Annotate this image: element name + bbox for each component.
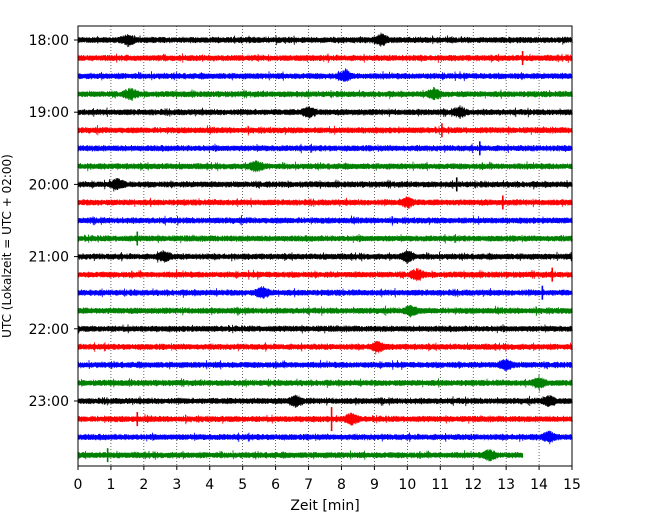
seismic-trace: [77, 304, 573, 318]
y-tick-label: 22:00: [29, 322, 69, 338]
seismic-trace: [77, 324, 573, 334]
x-tick-label: 14: [530, 477, 548, 493]
x-tick-label: 11: [431, 477, 449, 493]
seismic-trace: [77, 449, 524, 462]
x-axis-ticks: 0 1 2 3 4 5 6 7 8 9 10 11 12 13 14 15: [74, 466, 581, 493]
seismic-trace: [77, 430, 573, 445]
y-tick-label: 18:00: [29, 33, 69, 49]
x-tick-label: 3: [172, 477, 181, 493]
x-tick-label: 13: [497, 477, 515, 493]
plot-frame: [77, 25, 573, 467]
seismic-trace: [77, 86, 573, 101]
seismic-trace: [77, 340, 573, 355]
x-tick-label: 0: [74, 477, 83, 493]
x-tick-label: 12: [464, 477, 482, 493]
seismic-trace: [77, 143, 573, 154]
x-tick-label: 15: [563, 477, 581, 493]
grid-lines: [110, 26, 540, 466]
seismic-trace: [77, 53, 573, 63]
seismic-trace: [77, 68, 573, 83]
seismic-trace: [77, 196, 573, 209]
x-tick-label: 5: [238, 477, 247, 493]
seismic-trace: [77, 358, 573, 372]
y-axis-label: UTC (Lokalzeit = UTC + 02:00): [0, 154, 14, 338]
x-tick-label: 8: [337, 477, 346, 493]
y-tick-label: 21:00: [29, 250, 69, 266]
seismic-trace: [77, 124, 573, 136]
seismic-trace: [77, 374, 573, 392]
x-tick-label: 7: [304, 477, 313, 493]
seismic-trace: [77, 178, 573, 192]
seismic-trace: [77, 286, 573, 299]
x-tick-label: 1: [106, 477, 115, 493]
seismic-trace: [77, 249, 573, 264]
y-tick-label: 23:00: [29, 394, 69, 410]
x-tick-label: 4: [205, 477, 214, 493]
y-axis-ticks: 18:00 19:00 20:00 21:00 22:00 23:00: [29, 33, 78, 410]
y-tick-label: 19:00: [29, 105, 69, 121]
seismic-trace: [77, 394, 573, 408]
x-axis-label: Zeit [min]: [290, 498, 359, 514]
seismic-trace: [77, 268, 573, 282]
seismic-traces: [77, 32, 573, 463]
x-tick-label: 9: [370, 477, 379, 493]
seismic-trace: [77, 412, 573, 426]
seismic-trace: [77, 215, 573, 226]
y-tick-label: 20:00: [29, 177, 69, 193]
x-tick-label: 2: [139, 477, 148, 493]
seismic-trace: [77, 105, 573, 119]
seismic-trace: [77, 233, 573, 244]
seismic-trace: [77, 160, 573, 173]
seismic-trace: [77, 32, 573, 48]
x-tick-label: 10: [398, 477, 416, 493]
x-tick-label: 6: [271, 477, 280, 493]
